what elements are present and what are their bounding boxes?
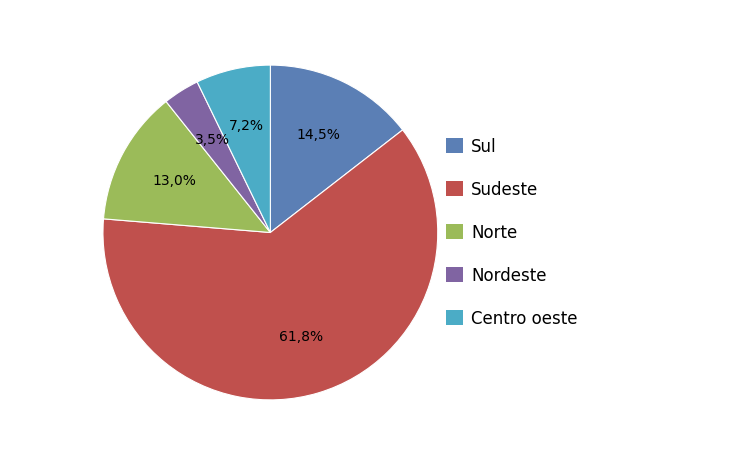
Wedge shape <box>198 65 270 232</box>
Wedge shape <box>104 101 270 233</box>
Text: 14,5%: 14,5% <box>297 128 340 142</box>
Legend: Sul, Sudeste, Norte, Nordeste, Centro oeste: Sul, Sudeste, Norte, Nordeste, Centro oe… <box>446 138 578 327</box>
Text: 3,5%: 3,5% <box>195 133 230 147</box>
Wedge shape <box>166 82 270 232</box>
Text: 13,0%: 13,0% <box>152 174 196 188</box>
Wedge shape <box>103 130 438 400</box>
Text: 61,8%: 61,8% <box>279 330 324 344</box>
Text: 7,2%: 7,2% <box>228 120 264 133</box>
Wedge shape <box>270 65 403 232</box>
